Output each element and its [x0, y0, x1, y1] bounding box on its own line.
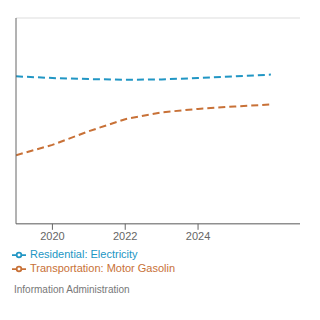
- html-text:Information Administration: Information Administration: [14, 284, 130, 295]
- svg-text:2024: 2024: [186, 230, 210, 242]
- svg-text:2022: 2022: [113, 230, 137, 242]
- svg-text:2020: 2020: [40, 230, 64, 242]
- html-text:Transportation: Motor Gasolin: Transportation: Motor Gasolin: [30, 261, 176, 274]
- html-text:Residential: Electricity: Residential: Electricity: [30, 247, 138, 260]
